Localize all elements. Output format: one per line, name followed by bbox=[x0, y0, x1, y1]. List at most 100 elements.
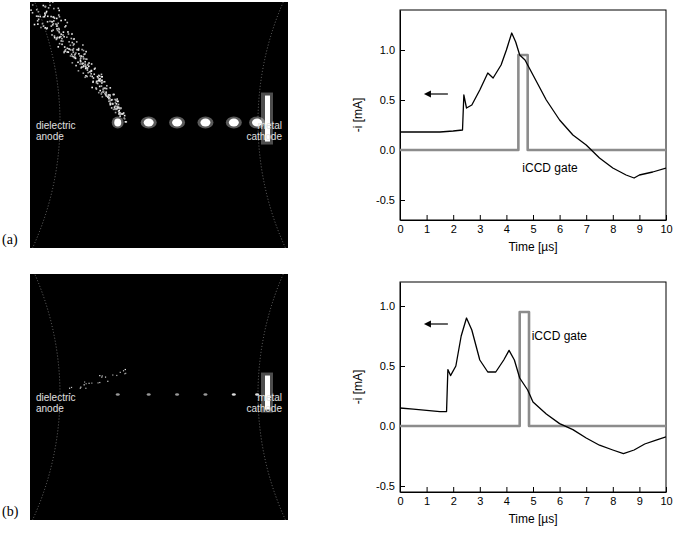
light-speck bbox=[59, 16, 61, 18]
figure: dielectricanodemetalcathode(a)0123456789… bbox=[0, 0, 680, 541]
light-speck bbox=[69, 49, 71, 51]
light-speck bbox=[76, 41, 78, 43]
light-speck bbox=[97, 76, 99, 78]
light-speck bbox=[91, 70, 93, 72]
light-speck bbox=[99, 75, 101, 77]
light-speck bbox=[68, 51, 70, 53]
tick-mark bbox=[613, 215, 614, 220]
tick: 5 bbox=[530, 215, 536, 235]
light-speck bbox=[73, 51, 75, 53]
tick-label: 4 bbox=[504, 495, 510, 507]
light-speck bbox=[56, 38, 58, 40]
light-speck bbox=[120, 108, 122, 110]
light-speck bbox=[120, 372, 121, 373]
light-speck bbox=[89, 71, 91, 73]
light-speck bbox=[105, 95, 107, 97]
light-speck bbox=[37, 16, 39, 18]
light-speck bbox=[108, 96, 110, 98]
tick: 1 bbox=[424, 215, 430, 235]
light-speck bbox=[63, 31, 65, 33]
light-speck bbox=[99, 375, 100, 376]
light-speck bbox=[95, 87, 97, 89]
light-speck bbox=[99, 382, 100, 383]
light-speck bbox=[83, 58, 85, 60]
light-speck bbox=[123, 117, 125, 119]
cathode-outline bbox=[258, 2, 288, 248]
tick: 8 bbox=[610, 215, 616, 235]
light-speck bbox=[51, 21, 53, 23]
tick-mark bbox=[480, 487, 481, 492]
light-speck bbox=[46, 27, 48, 29]
light-speck bbox=[58, 10, 60, 12]
x-axis-title: Time [µs] bbox=[508, 240, 557, 254]
glow-spot bbox=[144, 119, 154, 127]
light-speck bbox=[38, 18, 40, 20]
light-speck bbox=[78, 49, 80, 51]
light-speck bbox=[51, 30, 53, 32]
light-speck bbox=[86, 67, 88, 69]
light-speck bbox=[106, 92, 108, 94]
tick: 8 bbox=[610, 487, 616, 507]
light-speck bbox=[83, 65, 85, 67]
light-speck bbox=[70, 44, 72, 46]
light-speck bbox=[60, 40, 62, 42]
tick-label: -0.5 bbox=[376, 480, 395, 492]
tick-mark bbox=[560, 487, 561, 492]
light-speck bbox=[97, 83, 99, 85]
light-speck bbox=[88, 62, 90, 64]
light-speck bbox=[98, 92, 100, 94]
light-speck bbox=[90, 73, 92, 75]
light-speck bbox=[103, 87, 105, 89]
light-speck bbox=[68, 33, 70, 35]
light-speck bbox=[115, 100, 117, 102]
light-speck bbox=[57, 46, 59, 48]
tick-label: 0.5 bbox=[380, 94, 395, 106]
tick-mark bbox=[560, 215, 561, 220]
light-speck bbox=[112, 374, 113, 375]
label-line: anode bbox=[36, 131, 64, 142]
light-speck bbox=[101, 80, 103, 82]
tick: 0.5 bbox=[380, 94, 405, 106]
light-speck bbox=[87, 67, 89, 69]
light-speck bbox=[60, 20, 62, 22]
light-speck bbox=[44, 16, 46, 18]
axis: 012345678910 bbox=[397, 487, 672, 507]
light-speck bbox=[102, 91, 104, 93]
light-speck bbox=[50, 16, 52, 18]
tick-mark bbox=[533, 487, 534, 492]
light-speck bbox=[36, 9, 38, 11]
axis-arrow bbox=[424, 321, 448, 328]
glow-spot bbox=[232, 393, 236, 396]
light-speck bbox=[63, 51, 65, 53]
light-speck bbox=[82, 63, 84, 65]
light-speck bbox=[51, 21, 53, 23]
light-speck bbox=[80, 58, 82, 60]
light-speck bbox=[69, 388, 70, 389]
light-speck bbox=[47, 21, 49, 23]
light-speck bbox=[83, 58, 85, 60]
light-speck bbox=[118, 110, 120, 112]
tick: 5 bbox=[530, 487, 536, 507]
glow-halo bbox=[112, 117, 124, 129]
light-speck bbox=[107, 381, 108, 382]
light-speck bbox=[112, 103, 114, 105]
light-speck bbox=[82, 56, 84, 58]
light-speck bbox=[104, 81, 106, 83]
photo-background bbox=[30, 274, 288, 520]
light-speck bbox=[96, 88, 98, 90]
light-speck bbox=[88, 383, 89, 384]
light-speck bbox=[67, 47, 69, 49]
panel-label: (b) bbox=[2, 504, 19, 520]
light-speck bbox=[84, 76, 86, 78]
light-speck bbox=[108, 94, 110, 96]
light-speck bbox=[68, 41, 70, 43]
light-speck bbox=[108, 98, 110, 100]
tick-label: 2 bbox=[451, 223, 457, 235]
light-speck bbox=[58, 14, 60, 16]
light-speck bbox=[101, 74, 103, 76]
light-speck bbox=[48, 7, 50, 9]
light-speck bbox=[52, 2, 54, 3]
tick: 3 bbox=[477, 215, 483, 235]
light-speck bbox=[118, 113, 120, 115]
light-speck bbox=[96, 81, 98, 83]
